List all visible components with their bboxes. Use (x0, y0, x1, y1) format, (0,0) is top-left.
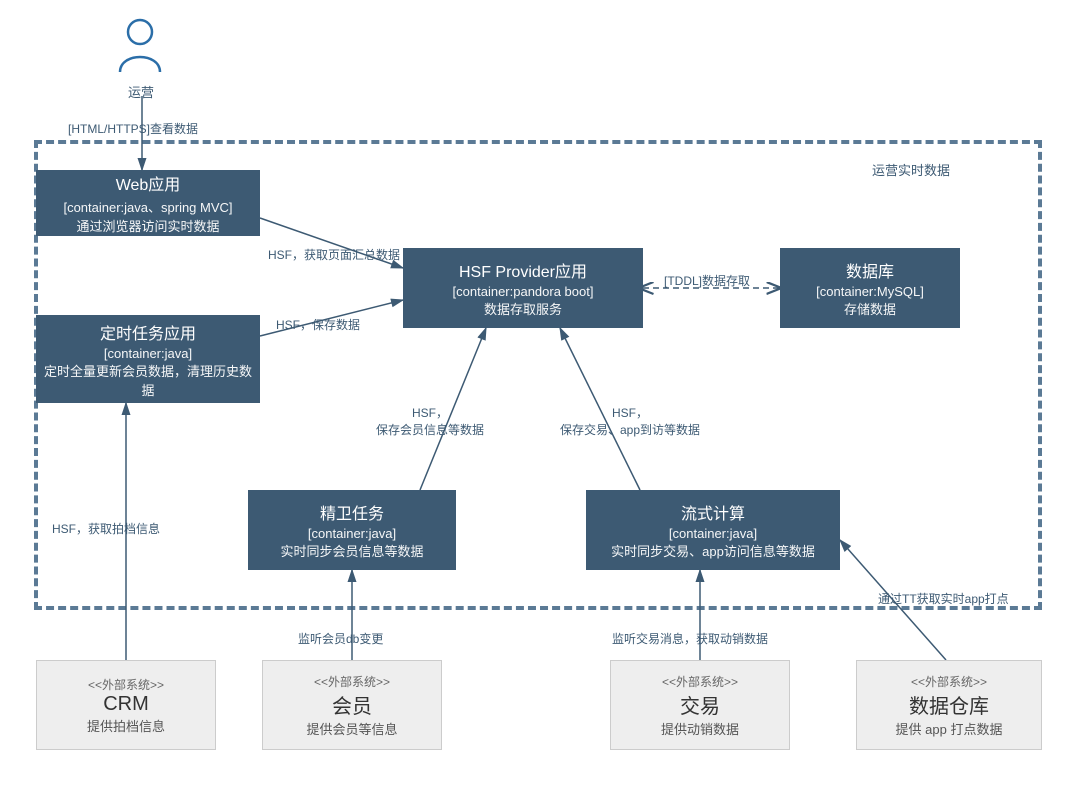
edge-label-stream-hsf: HSF， 保存交易、app到访等数据 (560, 404, 700, 438)
node-sub: [container:java、spring MVC] (63, 197, 232, 216)
ext-desc: 提供 app 打点数据 (896, 719, 1003, 738)
node-database: 数据库 [container:MySQL] 存储数据 (780, 248, 960, 328)
node-title: HSF Provider应用 (459, 258, 587, 282)
ext-title: 交易 (680, 690, 720, 719)
node-sub: [container:MySQL] (816, 284, 924, 299)
ext-desc: 提供会员等信息 (306, 719, 397, 738)
node-desc: 定时全量更新会员数据，清理历史数据 (44, 361, 252, 399)
node-title: 数据库 (846, 258, 894, 282)
edge-label-member-jw: 监听会员db变更 (298, 630, 383, 647)
node-sub: [container:java] (104, 346, 192, 361)
node-title: Web应用 (116, 171, 181, 195)
node-title: 精卫任务 (320, 500, 384, 524)
node-sub: [container:java] (308, 526, 396, 541)
node-jingwei-task: 精卫任务 [container:java] 实时同步会员信息等数据 (248, 490, 456, 570)
ext-title: 数据仓库 (909, 690, 989, 719)
edge-label-actor-web: [HTML/HTTPS]查看数据 (68, 120, 198, 137)
node-web-app: Web应用 [container:java、spring MVC] 通过浏览器访… (36, 170, 260, 236)
node-sub: [container:pandora boot] (453, 284, 594, 299)
ext-desc: 提供动销数据 (661, 719, 739, 738)
edge-label-hsf-db: [TDDL]数据存取 (664, 272, 750, 289)
node-ext-dw: <<外部系统>> 数据仓库 提供 app 打点数据 (856, 660, 1042, 750)
node-title: 定时任务应用 (100, 320, 196, 344)
diagram-canvas: 运营实时数据 运营 Web应用 [container:java、spring M… (0, 0, 1080, 787)
edge-label-sched-hsf: HSF，保存数据 (276, 316, 360, 333)
edge-label-web-hsf: HSF，获取页面汇总数据 (268, 246, 400, 263)
node-ext-trade: <<外部系统>> 交易 提供动销数据 (610, 660, 790, 750)
node-scheduled-task: 定时任务应用 [container:java] 定时全量更新会员数据，清理历史数… (36, 315, 260, 403)
ext-tag: <<外部系统>> (662, 673, 738, 690)
ext-tag: <<外部系统>> (88, 676, 164, 693)
edge-label-crm-sched: HSF，获取拍档信息 (52, 520, 160, 537)
node-desc: 实时同步会员信息等数据 (280, 541, 423, 560)
edge-label-jingwei-hsf: HSF， 保存会员信息等数据 (376, 404, 484, 438)
ext-title: CRM (103, 693, 149, 716)
node-hsf-provider: HSF Provider应用 [container:pandora boot] … (403, 248, 643, 328)
ext-desc: 提供拍档信息 (87, 716, 165, 735)
ext-tag: <<外部系统>> (314, 673, 390, 690)
edge-label-dw-stream: 通过TT获取实时app打点 (878, 590, 1009, 607)
node-desc: 存储数据 (844, 299, 896, 318)
node-desc: 通过浏览器访问实时数据 (76, 216, 219, 235)
node-stream-compute: 流式计算 [container:java] 实时同步交易、app访问信息等数据 (586, 490, 840, 570)
ext-tag: <<外部系统>> (911, 673, 987, 690)
node-ext-member: <<外部系统>> 会员 提供会员等信息 (262, 660, 442, 750)
actor-label: 运营 (128, 82, 154, 101)
ext-title: 会员 (332, 690, 372, 719)
container-label: 运营实时数据 (872, 160, 950, 179)
edge-label-trade-stream: 监听交易消息，获取动销数据 (612, 630, 768, 647)
node-title: 流式计算 (681, 500, 745, 524)
node-desc: 数据存取服务 (484, 299, 562, 318)
node-ext-crm: <<外部系统>> CRM 提供拍档信息 (36, 660, 216, 750)
node-desc: 实时同步交易、app访问信息等数据 (611, 541, 815, 560)
node-sub: [container:java] (669, 526, 757, 541)
